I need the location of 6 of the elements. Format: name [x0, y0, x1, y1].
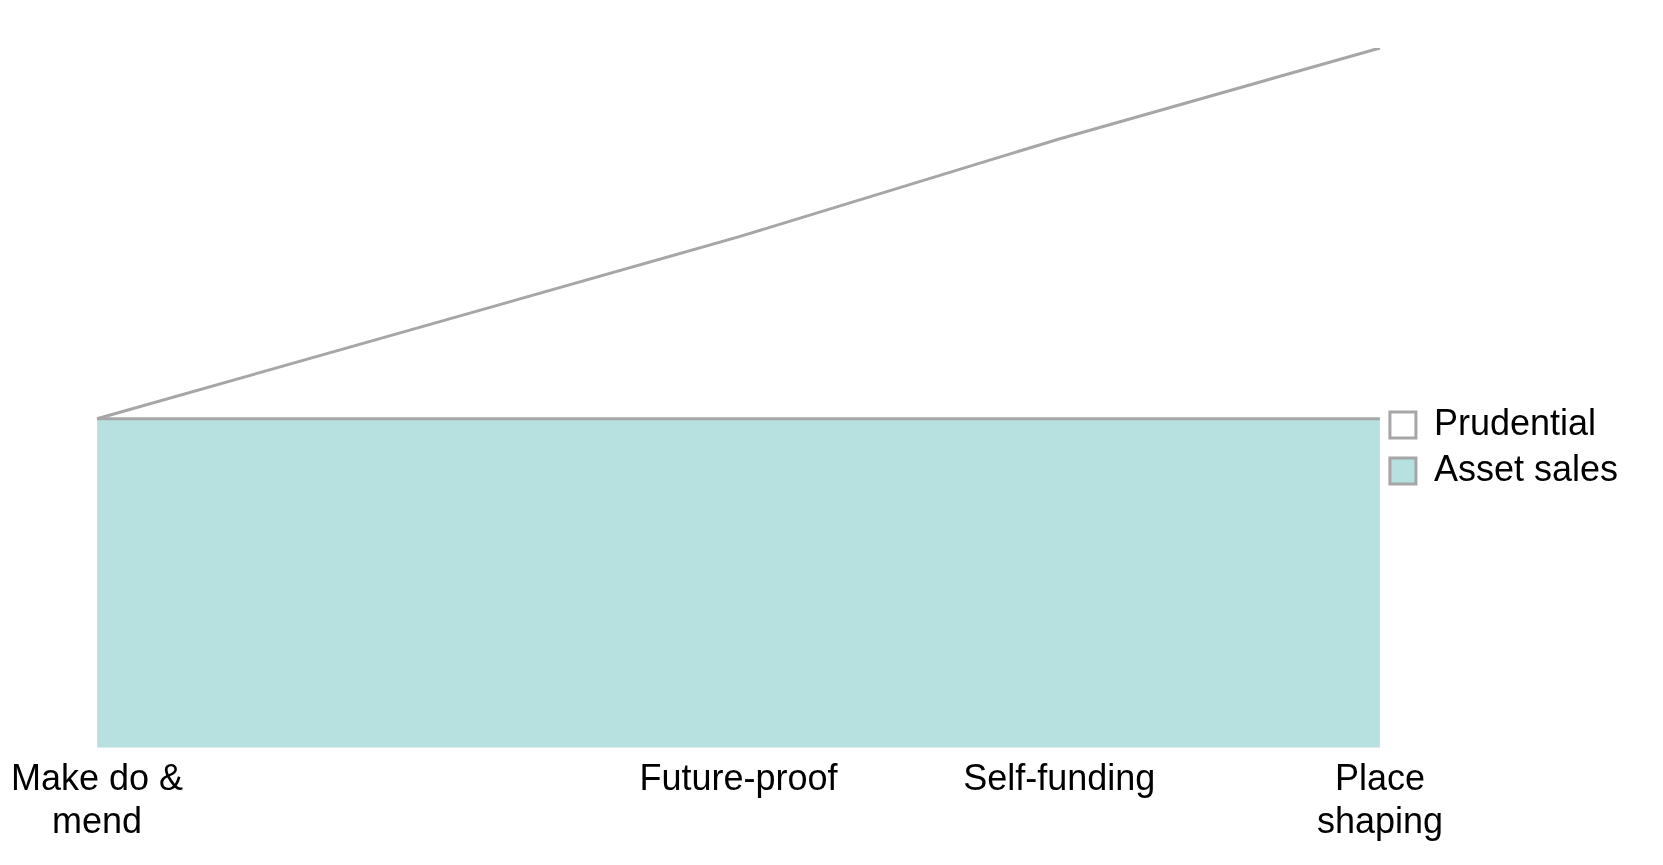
x-tick-label: Place shaping [1316, 757, 1443, 842]
legend-label: Asset sales [1433, 447, 1618, 489]
legend-label: Prudential [1433, 401, 1597, 443]
x-tick-label: Future-proof [639, 757, 839, 799]
x-tick-label: Make do & mend [11, 757, 184, 842]
x-tick-label: Self-funding [963, 757, 1156, 799]
